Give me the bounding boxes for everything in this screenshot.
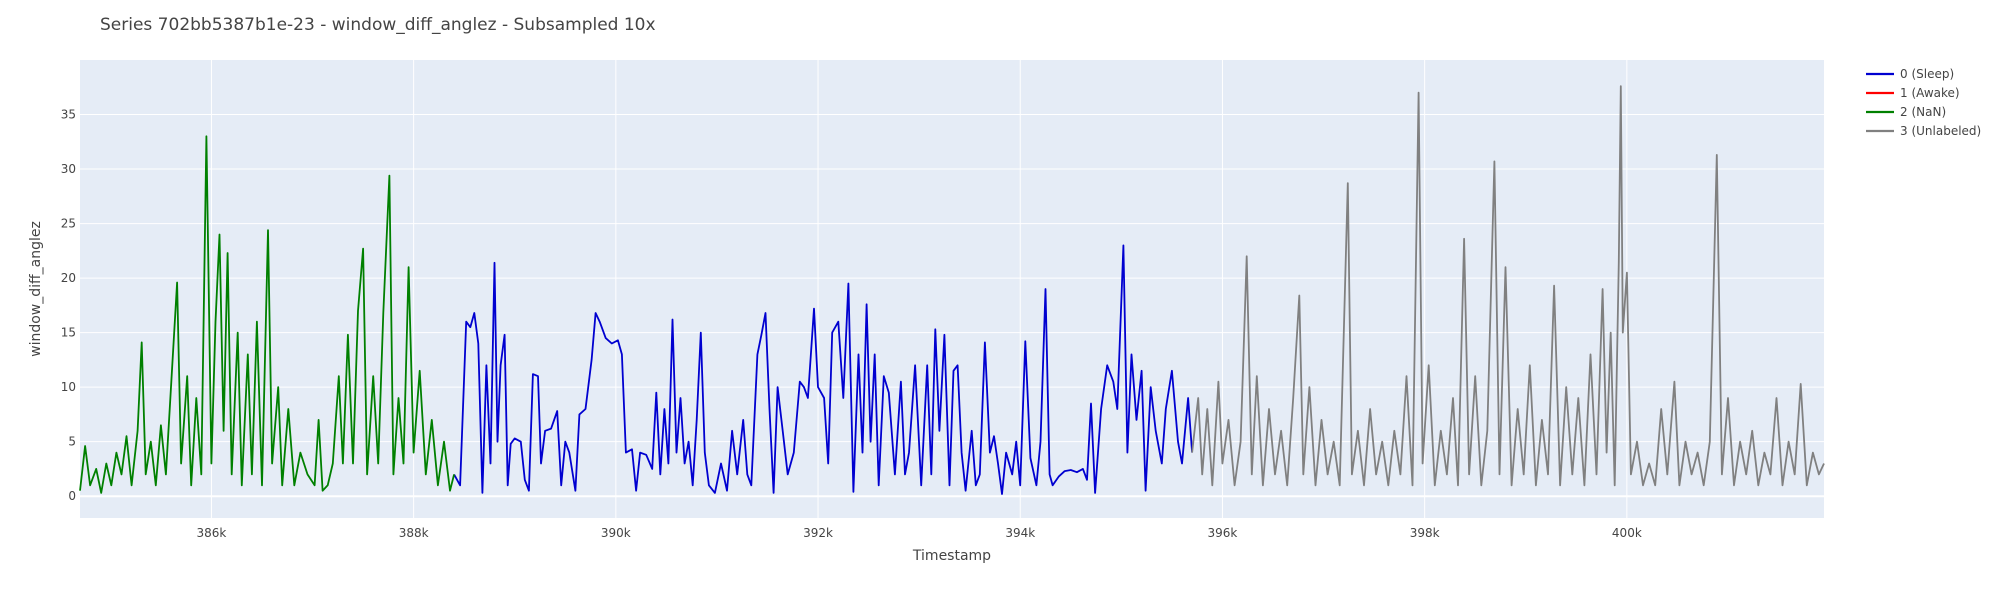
legend[interactable]: 0 (Sleep) 1 (Awake) 2 (NaN) 3 (Unlabeled) xyxy=(1866,67,1981,138)
x-tick-label: 400k xyxy=(1612,526,1642,540)
legend-label: 1 (Awake) xyxy=(1900,86,1960,100)
y-tick-label: 20 xyxy=(61,271,76,285)
y-tick-label: 0 xyxy=(68,489,76,503)
series-line-3-unlabeled xyxy=(1191,85,1825,487)
y-tick-label: 25 xyxy=(61,217,76,231)
x-tick-label: 394k xyxy=(1005,526,1035,540)
legend-label: 0 (Sleep) xyxy=(1900,67,1954,81)
series-line-0-sleep xyxy=(453,244,1193,495)
x-tick-labels: 386k 388k 390k 392k 394k 396k 398k 400k xyxy=(197,526,1642,540)
x-tick-label: 396k xyxy=(1208,526,1238,540)
series-line-2-nan xyxy=(79,135,455,494)
legend-label: 3 (Unlabeled) xyxy=(1900,124,1981,138)
legend-item-2-nan[interactable]: 2 (NaN) xyxy=(1866,105,1946,119)
y-axis-label: window_diff_anglez xyxy=(28,221,44,357)
series-lines xyxy=(79,85,1825,495)
y-tick-label: 30 xyxy=(61,162,76,176)
y-tick-label: 5 xyxy=(68,435,76,449)
x-tick-label: 386k xyxy=(197,526,227,540)
chart-title: Series 702bb5387b1e-23 - window_diff_ang… xyxy=(100,15,656,35)
legend-item-1-awake[interactable]: 1 (Awake) xyxy=(1866,86,1960,100)
y-tick-label: 10 xyxy=(61,380,76,394)
y-tick-label: 15 xyxy=(61,326,76,340)
legend-item-0-sleep[interactable]: 0 (Sleep) xyxy=(1866,67,1954,81)
x-axis-label: Timestamp xyxy=(912,548,991,564)
y-tick-labels: 0 5 10 15 20 25 30 35 xyxy=(61,108,76,504)
x-tick-label: 388k xyxy=(399,526,429,540)
x-tick-label: 398k xyxy=(1410,526,1440,540)
legend-item-3-unlabeled[interactable]: 3 (Unlabeled) xyxy=(1866,124,1981,138)
legend-label: 2 (NaN) xyxy=(1900,105,1946,119)
x-tick-label: 390k xyxy=(601,526,631,540)
y-tick-label: 35 xyxy=(61,108,76,122)
x-tick-label: 392k xyxy=(803,526,833,540)
